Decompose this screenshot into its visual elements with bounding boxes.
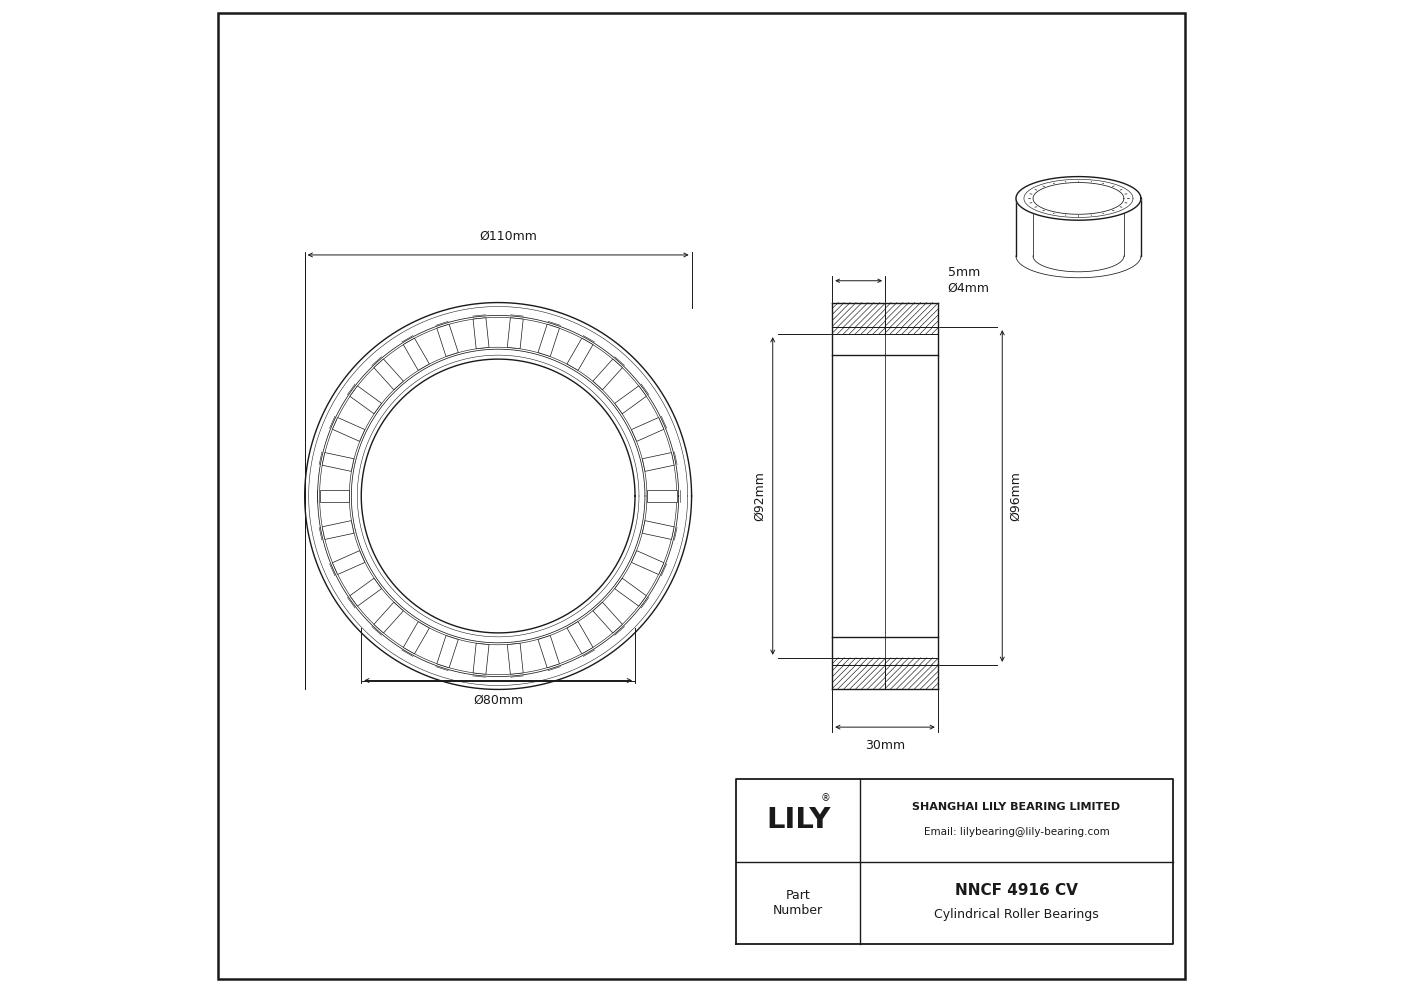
- Polygon shape: [320, 489, 349, 502]
- Polygon shape: [885, 303, 937, 327]
- Polygon shape: [832, 355, 937, 637]
- Text: 30mm: 30mm: [866, 739, 905, 752]
- Text: Email: lilybearing@lily-bearing.com: Email: lilybearing@lily-bearing.com: [923, 827, 1110, 837]
- Text: Ø80mm: Ø80mm: [473, 693, 523, 706]
- Polygon shape: [631, 418, 664, 441]
- Polygon shape: [832, 658, 885, 665]
- Polygon shape: [885, 327, 937, 334]
- Text: Part
Number: Part Number: [773, 889, 824, 917]
- Polygon shape: [832, 303, 885, 327]
- Polygon shape: [403, 338, 429, 370]
- Polygon shape: [473, 643, 490, 675]
- Text: 5mm: 5mm: [947, 266, 979, 280]
- Text: SHANGHAI LILY BEARING LIMITED: SHANGHAI LILY BEARING LIMITED: [912, 803, 1121, 812]
- Polygon shape: [615, 578, 647, 606]
- Polygon shape: [436, 636, 459, 668]
- Polygon shape: [631, 551, 664, 574]
- Polygon shape: [615, 386, 647, 414]
- Polygon shape: [317, 315, 679, 677]
- Polygon shape: [373, 602, 404, 633]
- Polygon shape: [1016, 177, 1141, 220]
- Text: ®: ®: [821, 794, 831, 804]
- Polygon shape: [403, 622, 429, 654]
- Polygon shape: [643, 452, 673, 471]
- Polygon shape: [304, 303, 692, 689]
- Polygon shape: [373, 359, 404, 390]
- Polygon shape: [333, 551, 365, 574]
- Polygon shape: [647, 490, 676, 502]
- Polygon shape: [567, 622, 593, 654]
- Polygon shape: [885, 658, 937, 665]
- Polygon shape: [333, 418, 365, 441]
- Polygon shape: [349, 578, 382, 606]
- Text: Ø110mm: Ø110mm: [478, 230, 537, 243]
- Polygon shape: [349, 386, 382, 414]
- Polygon shape: [737, 779, 1173, 944]
- Polygon shape: [1033, 183, 1124, 214]
- Polygon shape: [323, 521, 354, 540]
- Polygon shape: [436, 324, 459, 356]
- Polygon shape: [537, 636, 560, 668]
- Polygon shape: [323, 452, 354, 471]
- Text: Cylindrical Roller Bearings: Cylindrical Roller Bearings: [934, 909, 1099, 922]
- Polygon shape: [832, 327, 885, 334]
- Text: Ø92mm: Ø92mm: [753, 471, 766, 521]
- Polygon shape: [473, 317, 490, 349]
- Polygon shape: [361, 359, 636, 633]
- Polygon shape: [832, 303, 937, 689]
- Polygon shape: [593, 602, 623, 633]
- Polygon shape: [832, 665, 885, 689]
- Text: Ø4mm: Ø4mm: [947, 282, 989, 296]
- Polygon shape: [885, 665, 937, 689]
- Text: Ø96mm: Ø96mm: [1009, 471, 1023, 521]
- Polygon shape: [537, 324, 560, 356]
- Text: LILY: LILY: [766, 806, 831, 834]
- Polygon shape: [508, 317, 523, 349]
- Polygon shape: [643, 521, 673, 540]
- Polygon shape: [567, 338, 593, 370]
- Polygon shape: [508, 643, 523, 675]
- Polygon shape: [593, 359, 623, 390]
- Text: NNCF 4916 CV: NNCF 4916 CV: [955, 883, 1078, 898]
